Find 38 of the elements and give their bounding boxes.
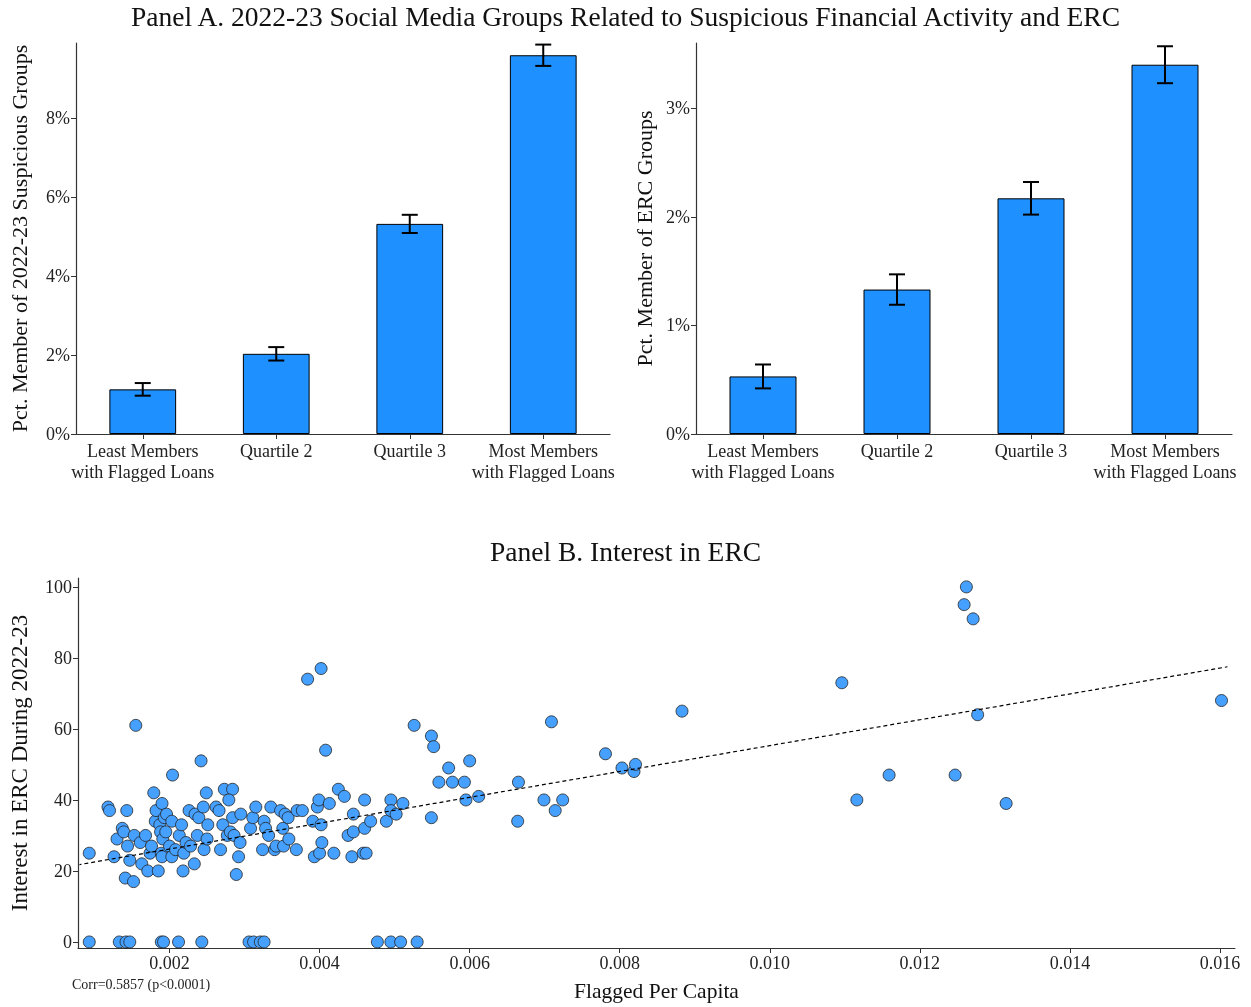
y-tick-label: 60 [54,718,72,739]
y-tick-label: 3% [666,98,690,119]
x-tick-label: 0.014 [1049,953,1091,973]
y-tick-label: 40 [54,789,72,810]
x-tick-label: Quartile 2 [860,440,934,461]
y-axis-title: Interest in ERC During 2022-23 [7,614,32,912]
x-tick-label: Quartile 2 [240,440,313,461]
y-tick-label: 2% [46,345,70,366]
x-tick-label: 0.016 [1199,953,1241,973]
y-tick-label: 6% [46,187,70,208]
y-tick-label: 4% [46,266,70,287]
y-axis-title: Pct. Member of ERC Groups [631,110,657,367]
x-tick-label: 0.012 [899,953,941,973]
chart-title: Panel A. 2022-23 Social Media Groups Related to Suspicious Financial Activity and ERC [129,1,1122,33]
y-tick-label: 0% [666,424,690,444]
y-tick-label: 1% [666,315,690,336]
y-tick-label: 0 [63,931,72,952]
x-tick-label: 0.010 [749,953,791,973]
chart-title: Panel B. Interest in ERC [488,536,763,568]
x-tick-label: 0.006 [449,953,490,973]
y-tick-label: 0% [46,424,70,444]
y-tick-label: 100 [45,576,72,597]
y-tick-label: 20 [54,860,72,881]
x-axis-title: Flagged Per Capita [574,979,740,1003]
x-tick-label: 0.002 [149,953,190,973]
text: Corr=0.5857 (p<0.0001) [72,976,211,993]
x-tick-label: Least Members with Flagged Loans [71,440,215,482]
x-tick-label: Least Members with Flagged Loans [691,440,835,482]
x-tick-label: 0.008 [599,953,640,973]
x-tick-label: Quartile 3 [373,440,446,461]
y-axis-title: Pct. Member of 2022-23 Suspicious Groups [6,44,32,433]
y-tick-label: 80 [54,647,72,668]
x-tick-label: 0.004 [299,953,340,973]
x-tick-label: Most Members with Flagged Loans [1093,440,1237,482]
x-tick-label: Most Members with Flagged Loans [471,440,615,482]
y-tick-label: 2% [666,206,690,227]
y-tick-label: 8% [46,108,70,129]
x-tick-label: Quartile 3 [994,440,1068,461]
